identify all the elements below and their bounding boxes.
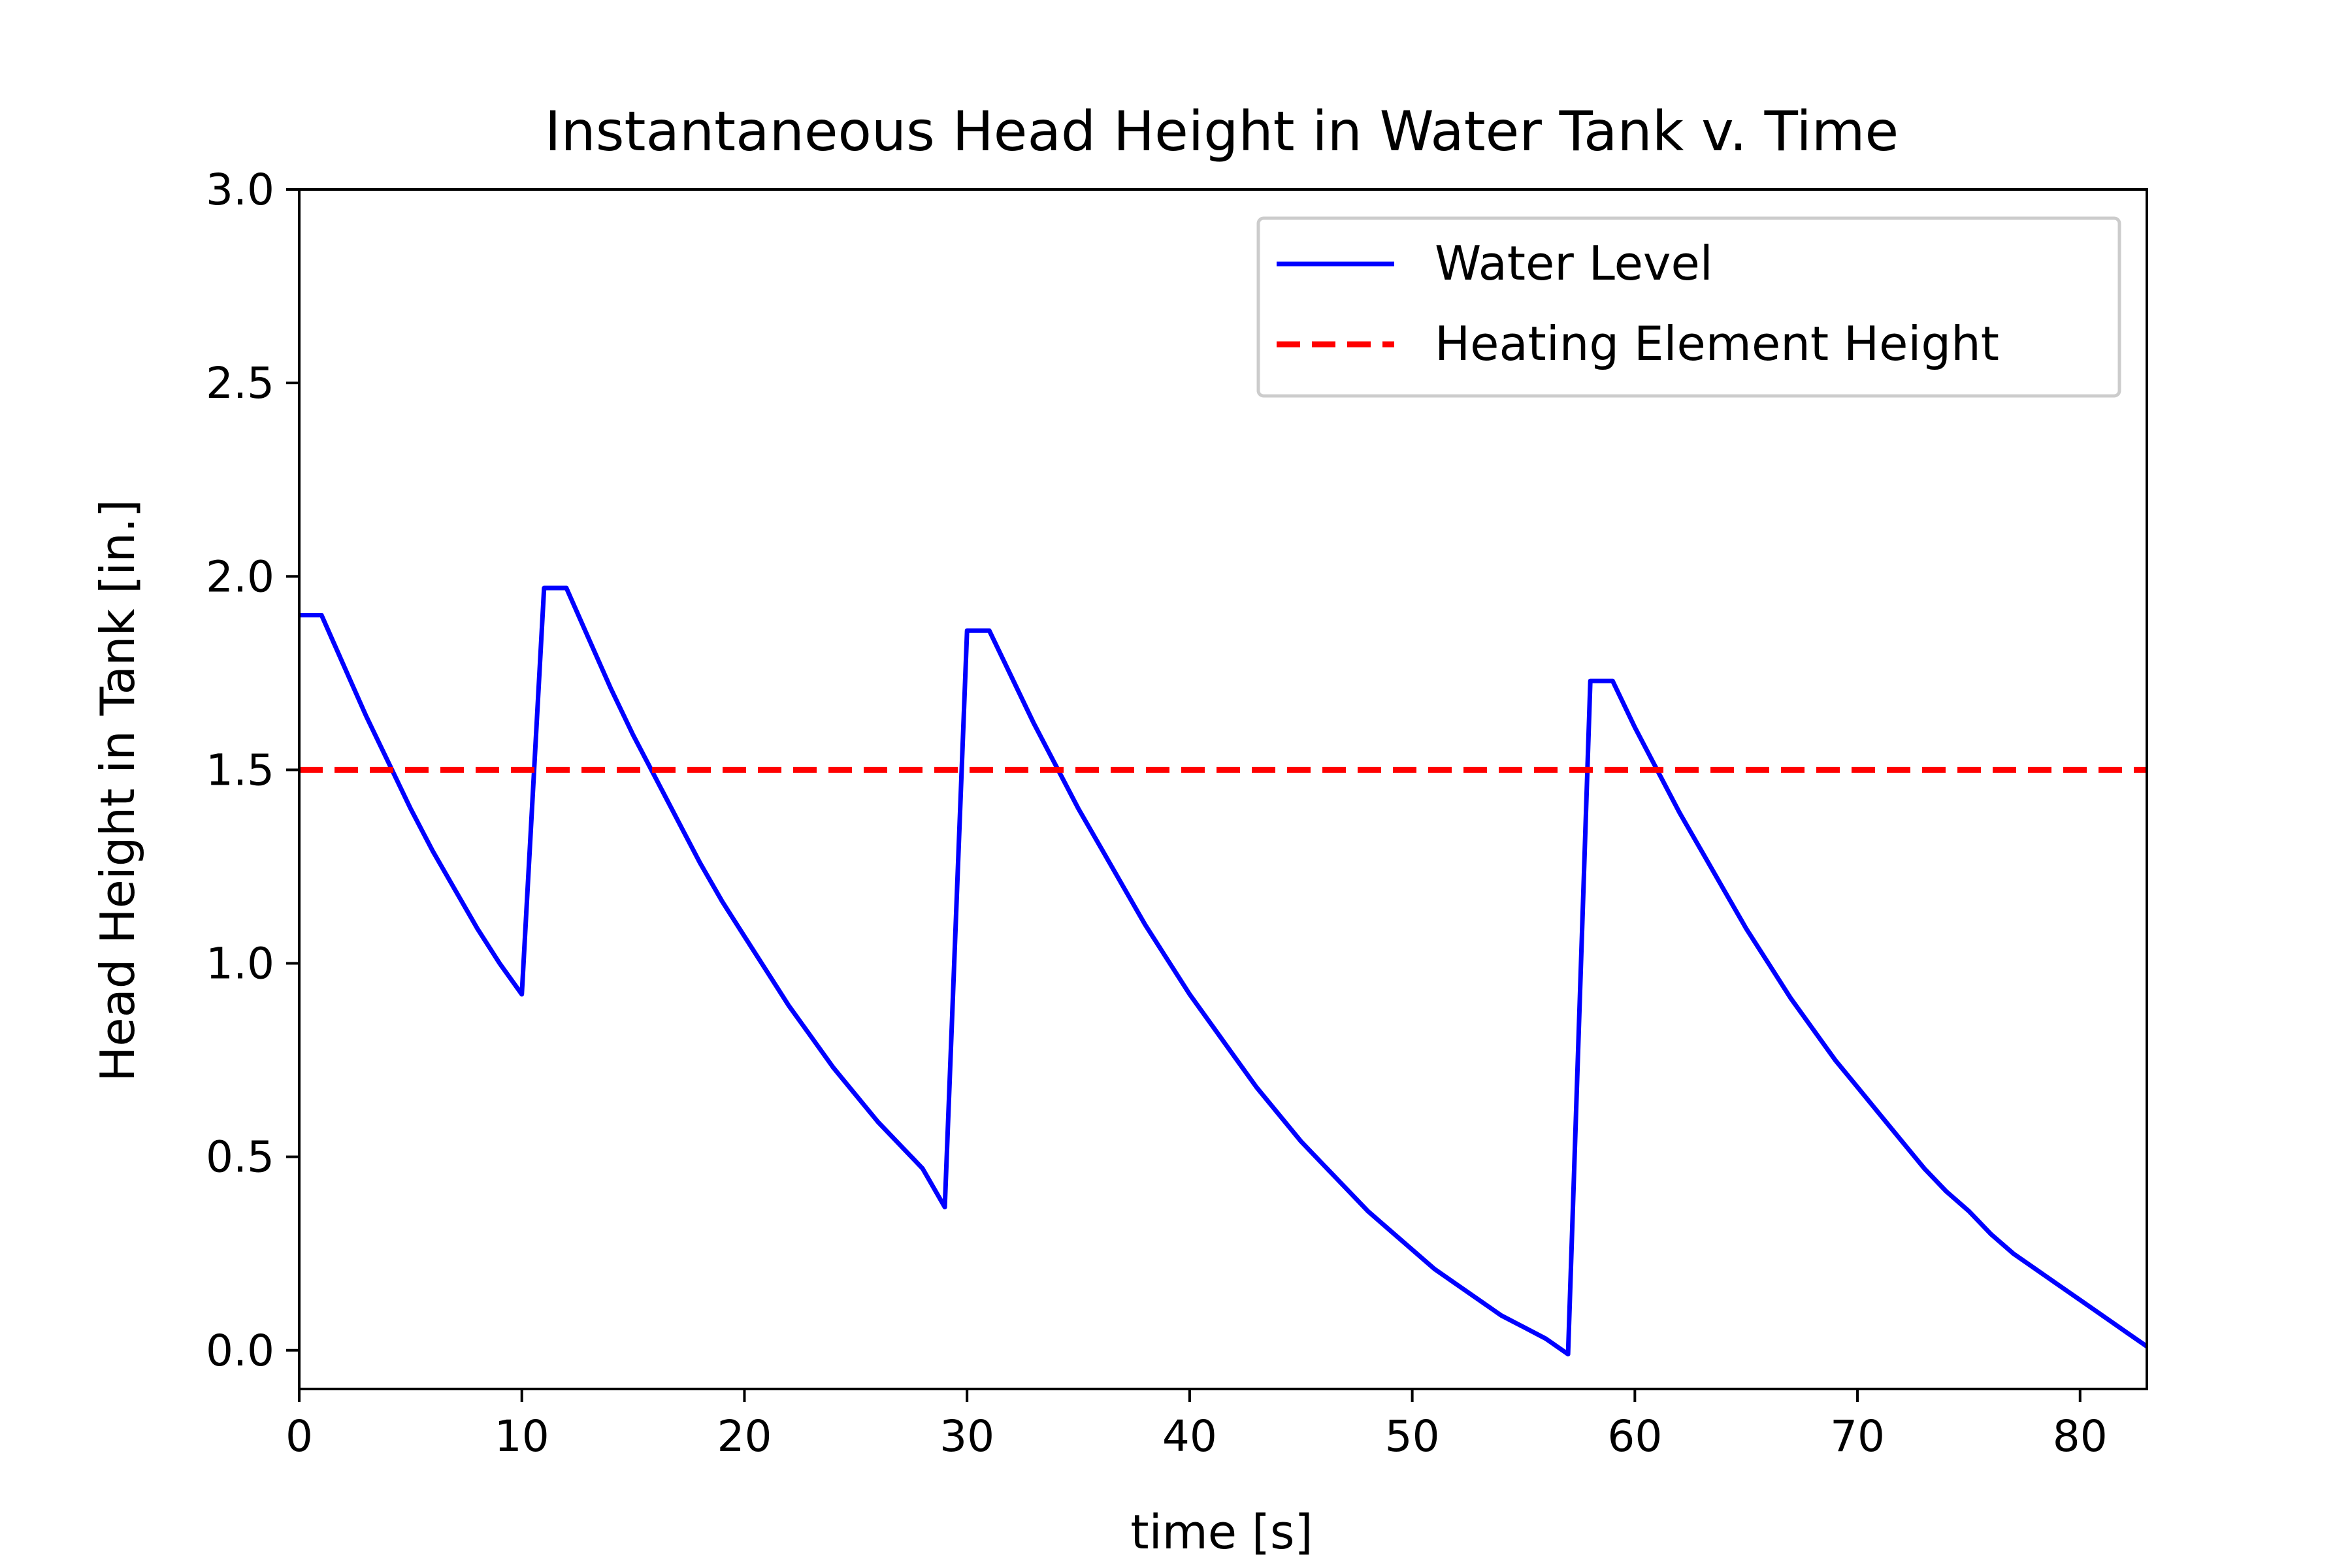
chart-title: Instantaneous Head Height in Water Tank … [545,99,1899,163]
x-tick-label: 10 [495,1411,549,1462]
legend: Water Level Heating Element Height [1256,216,2121,398]
y-tick-label: 2.5 [206,358,274,408]
legend-box [1256,216,2121,398]
x-tick-label: 40 [1162,1411,1217,1462]
x-tick-label: 80 [2053,1411,2108,1462]
legend-label-water-level: Water Level [1435,236,1713,291]
x-axis-label: time [s] [1130,1505,1313,1560]
series-line-water-level [299,585,2148,1357]
y-tick-label: 2.0 [206,551,274,602]
legend-label-heating-element-height: Heating Element Height [1435,316,1999,371]
x-tick-label: 0 [286,1411,313,1462]
y-tick-label: 0.5 [206,1132,274,1183]
x-tick-label: 70 [1830,1411,1885,1462]
y-axis-label: Head Height in Tank [in.] [90,499,145,1082]
tick-layer: 0 10 20 30 40 50 60 70 80 0.0 0.5 1.0 1.5 2.0 2.5 3.0 [206,165,2108,1462]
y-tick-label: 0.0 [206,1326,274,1376]
x-tick-label: 50 [1385,1411,1440,1462]
x-tick-label: 60 [1607,1411,1662,1462]
y-tick-label: 3.0 [206,165,274,215]
plot-area-frame [298,188,2148,1390]
series-layer [299,585,2148,1357]
x-tick-label: 30 [939,1411,994,1462]
y-tick-label: 1.5 [206,745,274,795]
y-tick-label: 1.0 [206,939,274,989]
x-tick-label: 20 [717,1411,772,1462]
